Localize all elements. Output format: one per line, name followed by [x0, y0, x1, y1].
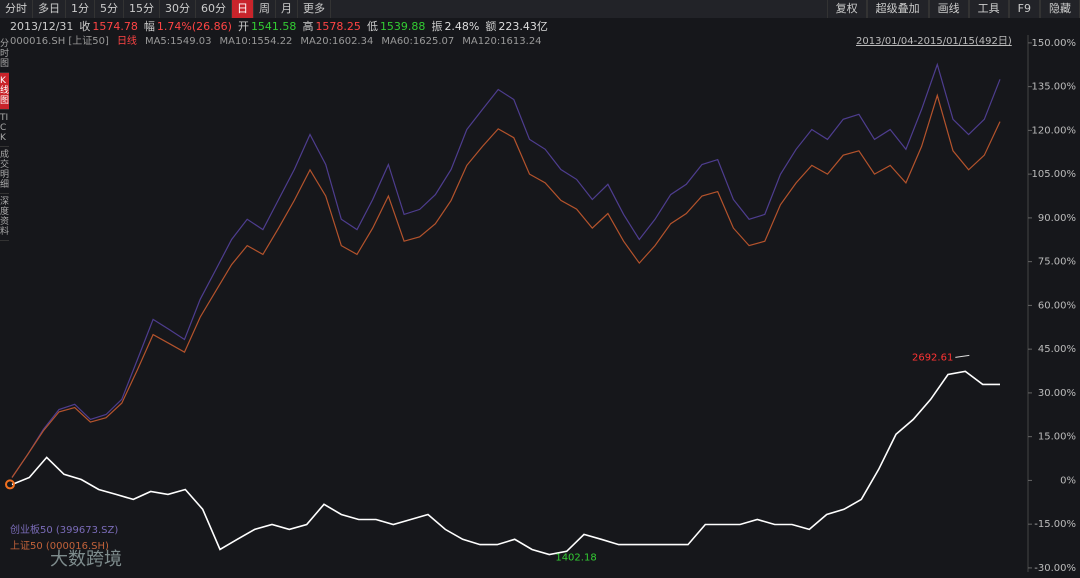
quote-value: 1578.25 — [315, 20, 361, 33]
legend-entry: 上证50 (000016.SH) — [10, 540, 109, 552]
quote-item: 高 1578.25 — [302, 19, 361, 34]
side-tab[interactable]: 深度资料 — [0, 194, 9, 241]
toolbar-button[interactable]: 多日 — [33, 0, 66, 18]
y-tick-label: 75.00% — [1038, 257, 1076, 268]
y-tick-label: -15.00% — [1034, 519, 1076, 530]
toolbar-button[interactable]: 隐藏 — [1040, 0, 1080, 18]
quote-label: 高 — [302, 20, 314, 33]
quote-item: 振 2.48% — [431, 19, 479, 34]
toolbar-button[interactable]: 30分 — [160, 0, 196, 18]
period: 日线 — [116, 36, 137, 47]
y-tick-label: 105.00% — [1032, 169, 1077, 180]
quote-label: 额 — [485, 20, 497, 33]
series-line — [11, 370, 1000, 556]
ma-value: MA10:1554.22 — [219, 36, 293, 47]
toolbar-button[interactable]: 15分 — [124, 0, 160, 18]
quote-item: 额 223.43亿 — [485, 19, 548, 34]
quote-value: 223.43亿 — [498, 20, 548, 33]
quote-item: 收 1574.78 — [79, 19, 138, 34]
toolbar-button[interactable]: 1分 — [66, 0, 95, 18]
quote-label: 开 — [237, 20, 249, 33]
quote-value: 2.48% — [444, 20, 480, 33]
legend-entry: 创业板50 (399673.SZ) — [10, 523, 118, 536]
toolbar-button[interactable]: 工具 — [968, 0, 1009, 18]
quote-item: 2013/12/31 — [10, 19, 73, 34]
y-tick-label: -30.00% — [1034, 563, 1076, 574]
series-line — [11, 62, 1001, 478]
side-tab[interactable]: 分时图 — [0, 36, 9, 73]
y-tick-label: 0% — [1060, 475, 1076, 486]
quote-value: 1574.78 — [92, 20, 138, 33]
y-tick-label: 30.00% — [1038, 388, 1076, 399]
date-range[interactable]: 2013/01/04-2015/01/15(492日) — [856, 36, 1012, 47]
y-tick-label: 60.00% — [1038, 300, 1076, 311]
side-tab[interactable]: TICK — [0, 110, 9, 147]
watermark: 大数跨境 — [50, 549, 122, 570]
y-tick-label: 120.00% — [1032, 125, 1077, 136]
y-tick-label: 150.00% — [1032, 38, 1077, 49]
quote-label: 2013/12/31 — [10, 20, 74, 33]
toolbar-button[interactable]: 5分 — [95, 0, 124, 18]
toolbar-button[interactable]: 更多 — [298, 0, 331, 18]
quote-label: 收 — [79, 20, 91, 33]
ma-value: MA20:1602.34 — [300, 36, 374, 47]
toolbar-button[interactable]: 日 — [232, 0, 254, 18]
quote-item: 开 1541.58 — [238, 19, 297, 34]
quote-value: 1539.88 — [379, 20, 426, 33]
side-tab[interactable]: K线图 — [0, 73, 9, 110]
y-tick-label: 90.00% — [1038, 213, 1076, 224]
y-tick-label: 45.00% — [1038, 344, 1076, 355]
y-tick-label: 135.00% — [1032, 82, 1077, 93]
max-label: 2692.61 — [912, 352, 953, 363]
toolbar-button[interactable]: 画线 — [928, 0, 969, 18]
side-tab[interactable]: 成交明细 — [0, 147, 9, 194]
side-tabs: 分时图 K线图 TICK 成交明细 深度资料 — [0, 36, 9, 241]
toolbar-button[interactable]: 超级叠加 — [866, 0, 929, 18]
toolbar-button[interactable]: 月 — [276, 0, 298, 18]
code: 000016.SH [上证50] — [10, 36, 109, 47]
ma-value: MA60:1625.07 — [381, 36, 455, 47]
quote-label: 幅 — [143, 20, 155, 33]
quote-bar: 2013/12/31 收 1574.78 幅 1.74%(26.86) 开 1541.58 高… — [10, 19, 548, 34]
quote-label: 振 — [431, 20, 443, 33]
quote-item: 幅 1.74%(26.86) — [144, 19, 232, 34]
y-tick-label: 15.00% — [1038, 432, 1076, 443]
min-label: 1402.18 — [555, 552, 596, 563]
toolbar-button[interactable]: 周 — [254, 0, 276, 18]
toolbar-button[interactable]: 复权 — [826, 0, 867, 18]
quote-label: 低 — [366, 20, 378, 33]
max-arrow — [955, 354, 970, 358]
quote-value: 1.74%(26.86) — [156, 20, 232, 33]
toolbar-button[interactable]: 60分 — [196, 0, 232, 18]
toolbar-right: 复权 超级叠加 画线 工具 F9 隐藏 — [826, 0, 1080, 18]
toolbar-button[interactable]: 分时 — [0, 0, 33, 18]
quote-value: 1541.58 — [250, 20, 297, 33]
quote-item: 低 1539.88 — [367, 19, 426, 34]
ma-value: MA120:1613.24 — [462, 36, 542, 47]
toolbar: 分时 多日 1分 5分 15分 30分 60分日周月更多 — [0, 0, 1080, 18]
origin-marker — [5, 479, 15, 490]
info-bar: 000016.SH [上证50] 日线 MA5:1549.03 MA10:1554… — [10, 35, 542, 48]
series-line — [11, 93, 1001, 478]
ma-value: MA5:1549.03 — [144, 36, 212, 47]
toolbar-button[interactable]: F9 — [1008, 0, 1040, 18]
